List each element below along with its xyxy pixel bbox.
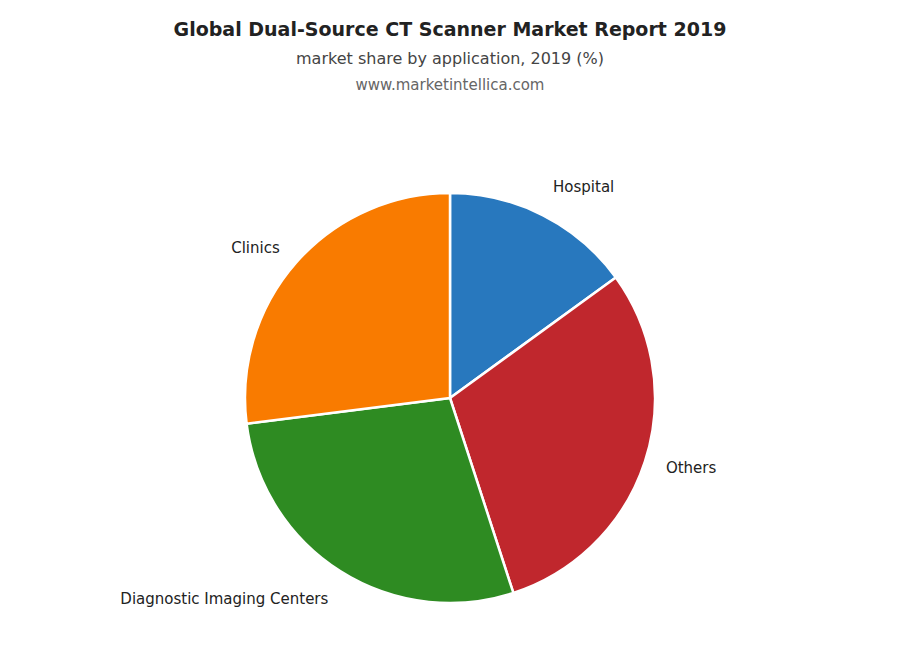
pie-slice xyxy=(245,193,450,424)
page: {"chart_data": {"type": "pie", "title": … xyxy=(0,0,900,669)
slice-label: Others xyxy=(666,459,717,477)
pie xyxy=(245,193,655,603)
chart-svg: Global Dual-Source CT Scanner Market Rep… xyxy=(0,0,900,669)
pie-slice xyxy=(247,398,514,603)
slice-label: Clinics xyxy=(231,239,280,257)
slice-label: Diagnostic Imaging Centers xyxy=(120,590,328,608)
slice-labels: Hospital Others Diagnostic Imaging Centers… xyxy=(120,178,716,608)
annotation: www.marketintellica.com xyxy=(356,76,545,94)
slice-label: Hospital xyxy=(553,178,614,196)
title: Global Dual-Source CT Scanner Market Rep… xyxy=(174,18,727,40)
chart-container: Global Dual-Source CT Scanner Market Rep… xyxy=(0,0,900,669)
title-block: Global Dual-Source CT Scanner Market Rep… xyxy=(174,18,727,94)
subtitle: market share by application, 2019 (%) xyxy=(296,49,604,68)
